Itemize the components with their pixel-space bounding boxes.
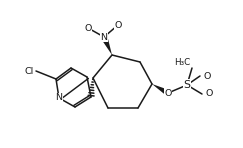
Polygon shape: [101, 36, 112, 55]
Text: H₃C: H₃C: [174, 58, 190, 67]
Text: O: O: [204, 71, 211, 81]
Text: O: O: [84, 24, 92, 33]
Text: O: O: [164, 89, 172, 98]
Text: S: S: [183, 80, 191, 90]
Text: O: O: [114, 21, 122, 29]
Text: Cl: Cl: [25, 66, 34, 75]
Text: O: O: [206, 90, 213, 99]
Polygon shape: [152, 84, 170, 96]
Text: N: N: [55, 94, 62, 103]
Text: N: N: [101, 33, 107, 41]
